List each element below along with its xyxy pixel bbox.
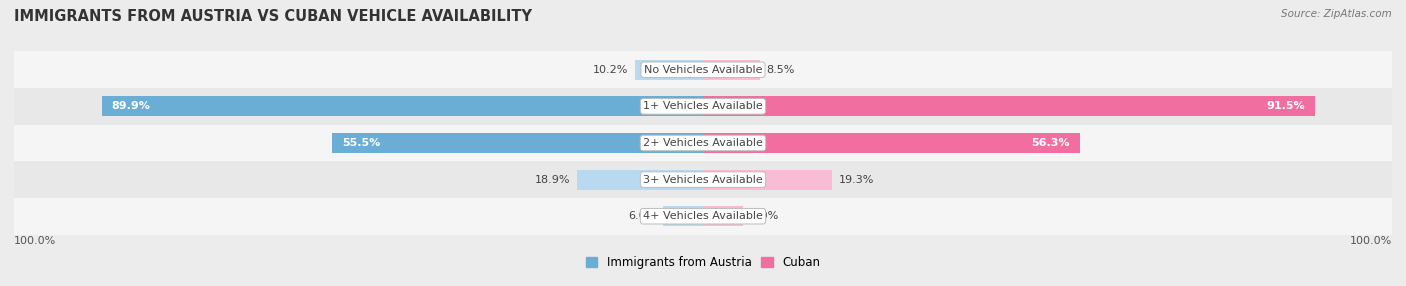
Text: 6.0%: 6.0% bbox=[628, 211, 657, 221]
Bar bbox=[0, 161, 1406, 198]
Bar bbox=[0, 51, 1406, 88]
Bar bbox=[634, 60, 703, 80]
Text: 89.9%: 89.9% bbox=[111, 102, 150, 111]
Text: 19.3%: 19.3% bbox=[839, 175, 875, 184]
Bar bbox=[576, 170, 703, 190]
Text: 91.5%: 91.5% bbox=[1267, 102, 1305, 111]
Bar bbox=[703, 96, 1315, 116]
Text: IMMIGRANTS FROM AUSTRIA VS CUBAN VEHICLE AVAILABILITY: IMMIGRANTS FROM AUSTRIA VS CUBAN VEHICLE… bbox=[14, 9, 531, 23]
Text: 4+ Vehicles Available: 4+ Vehicles Available bbox=[643, 211, 763, 221]
Bar bbox=[703, 133, 1080, 153]
Text: 100.0%: 100.0% bbox=[14, 236, 56, 246]
Text: 18.9%: 18.9% bbox=[534, 175, 569, 184]
Bar bbox=[703, 60, 759, 80]
Text: 55.5%: 55.5% bbox=[342, 138, 380, 148]
Bar bbox=[0, 125, 1406, 161]
Bar bbox=[703, 170, 832, 190]
Text: 56.3%: 56.3% bbox=[1031, 138, 1070, 148]
Text: Source: ZipAtlas.com: Source: ZipAtlas.com bbox=[1281, 9, 1392, 19]
Text: 1+ Vehicles Available: 1+ Vehicles Available bbox=[643, 102, 763, 111]
Bar bbox=[0, 198, 1406, 235]
Legend: Immigrants from Austria, Cuban: Immigrants from Austria, Cuban bbox=[585, 256, 821, 269]
Text: 8.5%: 8.5% bbox=[766, 65, 794, 75]
Text: 3+ Vehicles Available: 3+ Vehicles Available bbox=[643, 175, 763, 184]
Bar bbox=[0, 88, 1406, 125]
Text: 6.0%: 6.0% bbox=[749, 211, 778, 221]
Text: 100.0%: 100.0% bbox=[1350, 236, 1392, 246]
Text: 10.2%: 10.2% bbox=[593, 65, 628, 75]
Bar bbox=[703, 206, 744, 226]
Bar bbox=[101, 96, 703, 116]
Bar bbox=[332, 133, 703, 153]
Text: No Vehicles Available: No Vehicles Available bbox=[644, 65, 762, 75]
Bar bbox=[662, 206, 703, 226]
Text: 2+ Vehicles Available: 2+ Vehicles Available bbox=[643, 138, 763, 148]
